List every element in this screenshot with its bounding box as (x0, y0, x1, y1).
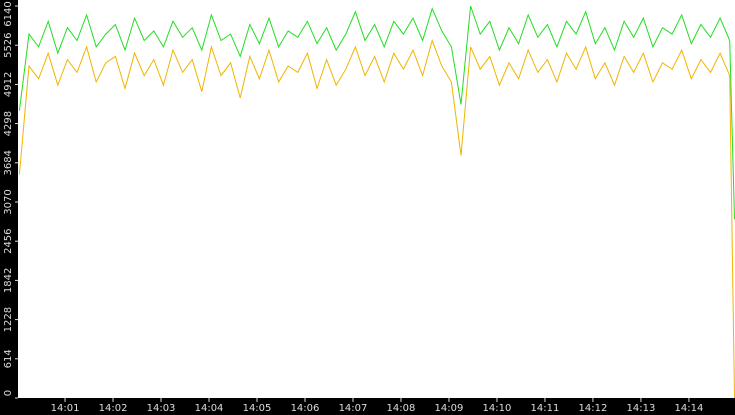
x-axis-strip (0, 398, 735, 415)
y-tick-label: 0 (3, 390, 14, 396)
y-tick-label: 4912 (3, 72, 14, 97)
x-tick-label: 14:08 (387, 403, 416, 414)
x-tick-label: 14:06 (291, 403, 320, 414)
y-tick-label: 4298 (3, 111, 14, 136)
y-tick-label: 3070 (3, 189, 14, 214)
x-tick-label: 14:14 (675, 403, 704, 414)
y-tick-label: 614 (3, 349, 14, 368)
x-tick-label: 14:01 (51, 403, 80, 414)
x-tick-label: 14:09 (435, 403, 464, 414)
series-line (18, 5, 735, 220)
x-tick-label: 14:04 (195, 403, 224, 414)
y-tick-label: 6140 (3, 1, 14, 26)
x-tick-label: 14:13 (627, 403, 656, 414)
x-tick-label: 14:05 (243, 403, 272, 414)
x-tick-label: 14:03 (147, 403, 176, 414)
y-axis-strip (0, 0, 18, 415)
x-tick-label: 14:12 (579, 403, 608, 414)
y-tick-label: 5526 (3, 32, 14, 57)
y-tick-label: 3684 (3, 150, 14, 175)
y-tick-label: 1842 (3, 268, 14, 293)
y-tick-label: 1228 (3, 307, 14, 332)
series-line (18, 38, 735, 399)
x-tick-label: 14:07 (339, 403, 368, 414)
x-tick-label: 14:11 (531, 403, 560, 414)
x-tick-label: 14:02 (99, 403, 128, 414)
x-tick-label: 14:10 (483, 403, 512, 414)
y-tick-label: 2456 (3, 228, 14, 253)
